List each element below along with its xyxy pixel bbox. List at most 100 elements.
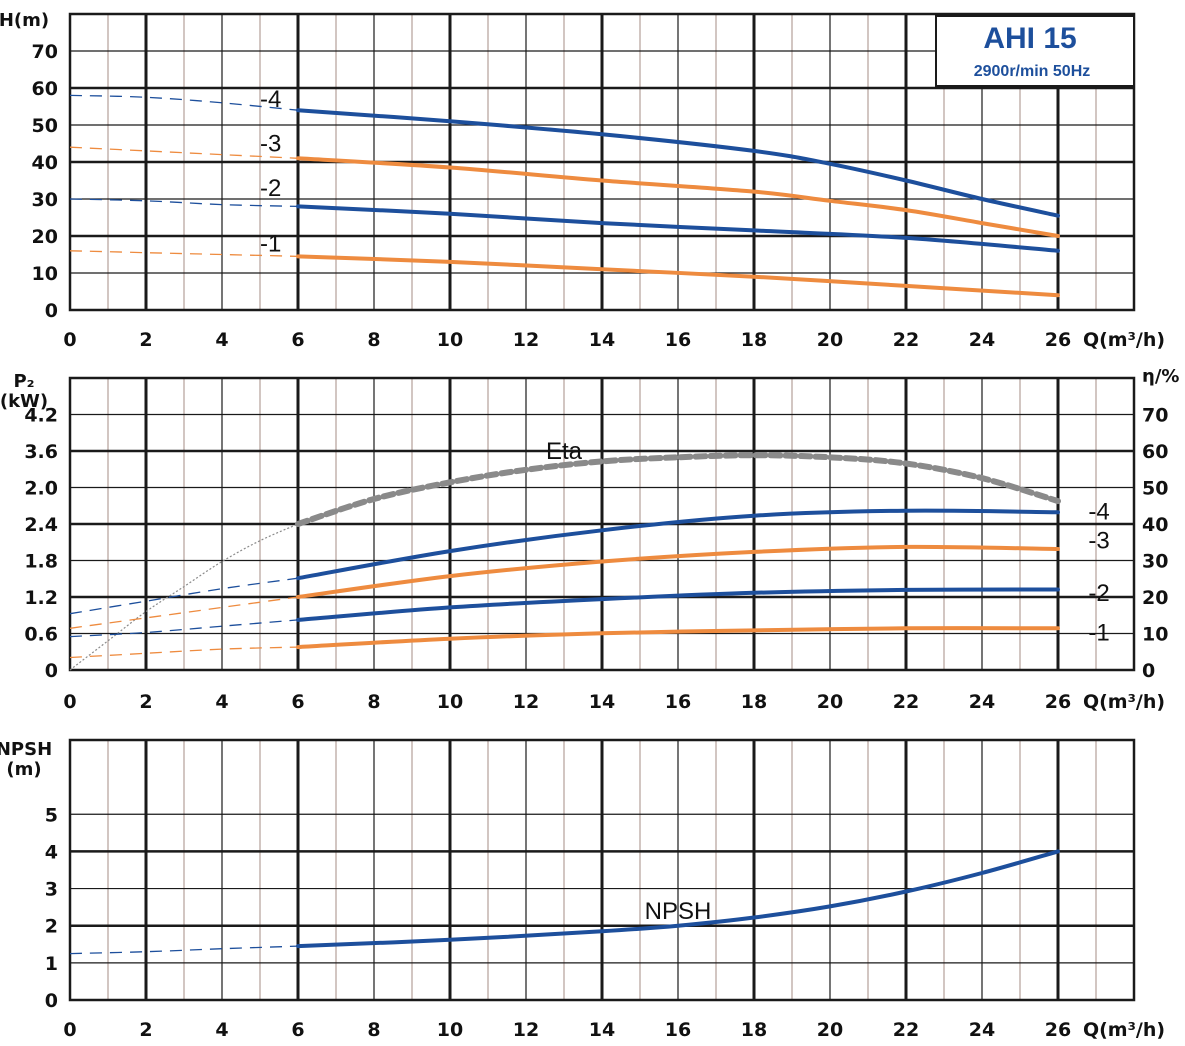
y-tick-label: 10	[32, 263, 58, 285]
series-label: -4	[260, 86, 281, 113]
x-tick-label: 26	[1045, 1019, 1071, 1041]
series-line	[296, 108, 1060, 218]
x-tick-label: 4	[215, 691, 228, 713]
x-tick-label: 24	[969, 329, 995, 351]
x-tick-label: 4	[215, 1019, 228, 1041]
x-tick-label: 22	[893, 1019, 919, 1041]
y-tick-label: 20	[32, 226, 58, 248]
y-tick-label: 40	[32, 152, 58, 174]
x-tick-label: 18	[741, 1019, 767, 1041]
x-tick-label: 20	[817, 1019, 843, 1041]
y2-tick-label: 50	[1142, 478, 1168, 500]
x-tick-label: 12	[513, 691, 539, 713]
series-2-curve: -2	[69, 580, 1110, 638]
x-tick-label: 18	[741, 691, 767, 713]
y-tick-label: 30	[32, 189, 58, 211]
y-tick-label: 1.2	[24, 587, 58, 609]
x-tick-label: 24	[969, 691, 995, 713]
series-label: -3	[1088, 528, 1109, 555]
plot-frame	[68, 376, 1136, 672]
x-tick-label: 10	[437, 1019, 463, 1041]
x-tick-label: 26	[1045, 329, 1071, 351]
x-tick-label: 2	[139, 1019, 152, 1041]
y-tick-label: 1.8	[24, 551, 58, 573]
series-line	[296, 544, 1060, 599]
series-4-curve: -4	[69, 86, 1060, 218]
series-label: -1	[260, 230, 281, 257]
series-NPSH-curve: NPSH	[69, 849, 1060, 955]
x-axis-label: Q(m³/h)	[1083, 329, 1165, 351]
y-axis-label: P₂	[13, 371, 34, 392]
series-3-curve: -3	[69, 528, 1110, 629]
panel-head: 0 2 4 6 8 10 12 14 16 18 20 22 24 26 Q(m³/h)0102030405…	[0, 10, 1165, 351]
panel-power-efficiency: 0 2 4 6 8 10 12 14 16 18 20 22 24 26 Q(m³/h)00.61.21.8…	[0, 366, 1179, 713]
series-label: -1	[1088, 619, 1109, 646]
x-tick-label: 6	[291, 1019, 304, 1041]
series-line	[296, 587, 1060, 622]
y2-axis-label: η/%	[1142, 366, 1179, 387]
x-tick-label: 2	[139, 691, 152, 713]
x-tick-label: 16	[665, 329, 691, 351]
series-extrapolated-line	[69, 523, 299, 671]
series-line	[296, 254, 1060, 298]
series-label: -2	[1088, 580, 1109, 607]
x-tick-label: 8	[367, 1019, 380, 1041]
y2-tick-label: 0	[1142, 660, 1155, 682]
x-tick-label: 20	[817, 691, 843, 713]
y-tick-label: 2.0	[24, 478, 58, 500]
series-label: -4	[1088, 498, 1109, 525]
y-tick-label: 50	[32, 115, 58, 137]
x-tick-label: 6	[291, 329, 304, 351]
series-2-curve: -2	[69, 175, 1060, 253]
y-tick-label: 60	[32, 78, 58, 100]
y-axis-label: NPSH	[0, 739, 52, 760]
y2-tick-label: 40	[1142, 514, 1168, 536]
x-tick-label: 24	[969, 1019, 995, 1041]
x-tick-label: 20	[817, 329, 843, 351]
series-line	[296, 204, 1060, 253]
series-line	[296, 508, 1060, 581]
x-tick-label: 8	[367, 691, 380, 713]
series-line	[295, 452, 1061, 527]
y-tick-label: 4	[45, 841, 58, 863]
y2-tick-label: 60	[1142, 441, 1168, 463]
x-axis-label: Q(m³/h)	[1083, 691, 1165, 713]
x-tick-label: 14	[589, 1019, 615, 1041]
speed-subtitle: 2900r/min 50Hz	[974, 63, 1091, 80]
x-tick-label: 26	[1045, 691, 1071, 713]
x-tick-label: 4	[215, 329, 228, 351]
series-label: NPSH	[645, 898, 712, 925]
y-tick-label: 5	[45, 804, 58, 826]
y-axis-label: H(m)	[0, 10, 49, 31]
y-tick-label: 2	[45, 916, 58, 938]
y2-tick-label: 70	[1142, 405, 1168, 427]
x-tick-label: 2	[139, 329, 152, 351]
panel-npsh: 0 2 4 6 8 10 12 14 16 18 20 22 24 26 Q(m³/h)012345NPSH…	[0, 738, 1165, 1041]
series-line	[296, 849, 1060, 949]
y2-tick-label: 30	[1142, 551, 1168, 573]
series-1-curve: -1	[69, 619, 1110, 659]
x-tick-label: 16	[665, 1019, 691, 1041]
title-box: AHI 15 2900r/min 50Hz	[935, 15, 1135, 87]
y2-tick-label: 10	[1142, 624, 1168, 646]
x-axis-label: Q(m³/h)	[1083, 1019, 1165, 1041]
x-tick-label: 0	[63, 691, 76, 713]
y-tick-label: 0.6	[24, 624, 58, 646]
series-line	[296, 156, 1060, 238]
x-tick-label: 18	[741, 329, 767, 351]
y-axis-unit-label: (m)	[6, 759, 41, 780]
x-tick-label: 16	[665, 691, 691, 713]
series-label: -3	[260, 131, 281, 158]
y-axis-unit-label: (kW)	[0, 391, 48, 412]
series-Eta-curve: Eta	[69, 438, 1061, 671]
y-tick-label: 3	[45, 879, 58, 901]
y-tick-label: 4.2	[24, 405, 58, 427]
y-tick-label: 0	[45, 300, 58, 322]
y-tick-label: 2.4	[24, 514, 58, 536]
x-tick-label: 12	[513, 1019, 539, 1041]
y-tick-label: 70	[32, 41, 58, 63]
plot-frame	[68, 738, 1136, 1002]
y-tick-label: 0	[45, 990, 58, 1012]
x-tick-label: 8	[367, 329, 380, 351]
x-tick-label: 22	[893, 691, 919, 713]
